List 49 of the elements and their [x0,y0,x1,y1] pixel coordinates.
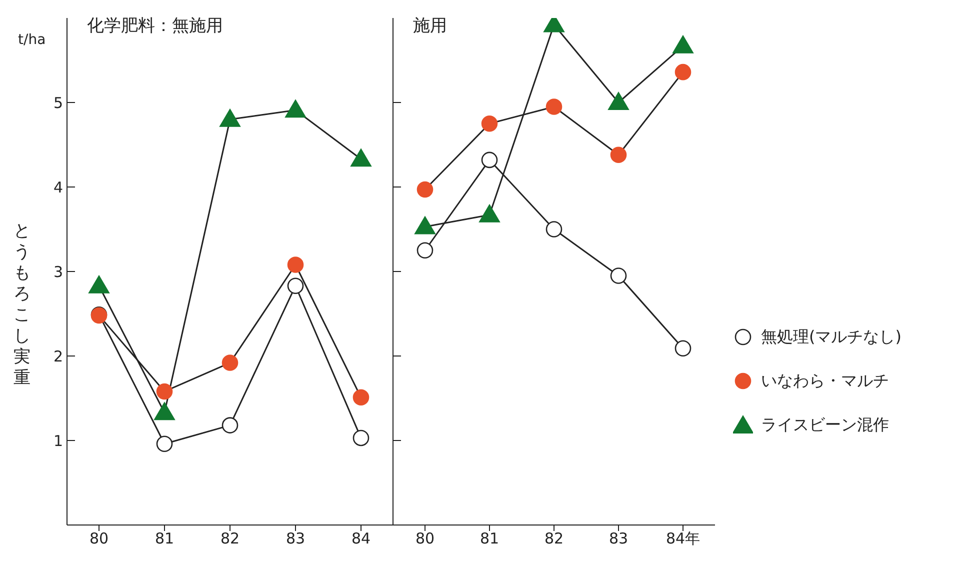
y-tick-label: 3 [53,262,63,281]
point [546,98,562,115]
point [610,146,627,164]
point [674,340,692,357]
y-tick-label: 2 [53,347,63,366]
point [287,256,304,273]
point [287,278,304,294]
point [222,417,238,434]
point [350,148,372,167]
x-tick-label: 83 [286,530,306,548]
y-tick-label: 1 [53,432,63,450]
y-tick-label: 4 [53,178,63,196]
point [156,436,173,452]
point [416,181,434,198]
text: t/ha [18,32,46,48]
point [608,92,629,110]
x-tick-label: 83 [608,530,628,548]
x-tick-label: 82 [544,530,564,548]
x-tick-label: 80 [89,530,109,548]
point [481,115,498,132]
chart-title: 化学肥料：無施用 [87,15,223,37]
y-tick-label: 5 [53,94,63,112]
point [352,389,370,406]
x-tick-label: 84年 [666,530,700,548]
x-tick-label: 81 [480,530,500,548]
y-axis-title: とうもろこし実重 [12,220,32,389]
point [479,204,500,222]
point [546,221,562,238]
point [285,100,306,118]
x-tick-label: 80 [415,530,435,548]
point [220,108,240,127]
point [156,383,173,400]
point [414,216,436,234]
point [222,354,238,371]
point [674,64,692,80]
x-tick-label: 81 [154,530,174,548]
point [610,268,627,284]
point [352,430,370,446]
point [416,242,434,259]
point [88,275,110,294]
x-tick-label: 84 [351,530,371,548]
legend-label: 無処理(マルチなし) [761,326,902,348]
x-tick-label: 82 [220,530,240,548]
chart-title: 施用 [413,15,447,37]
point [154,402,175,420]
legend-label: ライスビーン混作 [761,414,889,436]
point [481,152,498,168]
point [672,35,694,54]
legend-label: いなわら・マルチ [761,370,889,392]
